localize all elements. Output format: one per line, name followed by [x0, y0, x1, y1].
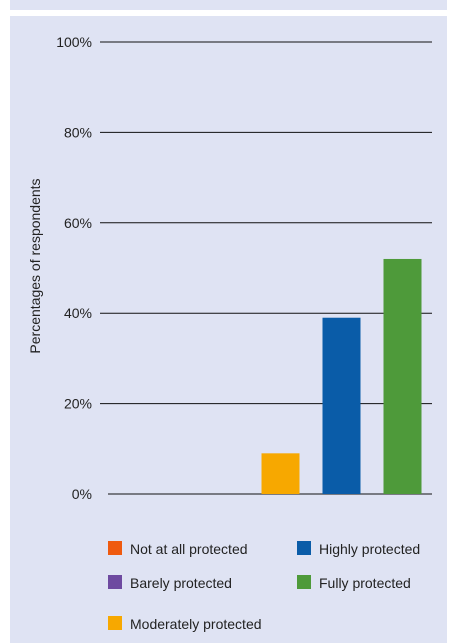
legend-label: Fully protected: [319, 575, 411, 591]
bar: [261, 453, 300, 494]
legend-swatch: [108, 541, 122, 555]
chart-panel: [10, 0, 447, 643]
bar: [322, 317, 361, 494]
y-tick-label: 100%: [56, 34, 92, 50]
y-tick-label: 0%: [72, 486, 92, 502]
legend-label: Highly protected: [319, 541, 420, 557]
y-axis-label: Percentages of respondents: [27, 178, 43, 353]
y-tick-label: 20%: [64, 396, 92, 412]
legend-label: Not at all protected: [130, 541, 248, 557]
y-tick-label: 80%: [64, 124, 92, 140]
legend-swatch: [297, 541, 311, 555]
legend-swatch: [108, 616, 122, 630]
y-tick-label: 60%: [64, 215, 92, 231]
legend-swatch: [297, 575, 311, 589]
top-strip: [10, 10, 447, 16]
legend-swatch: [108, 575, 122, 589]
legend-label: Moderately protected: [130, 616, 262, 632]
legend-label: Barely protected: [130, 575, 232, 591]
bar: [383, 258, 422, 494]
y-tick-label: 40%: [64, 305, 92, 321]
